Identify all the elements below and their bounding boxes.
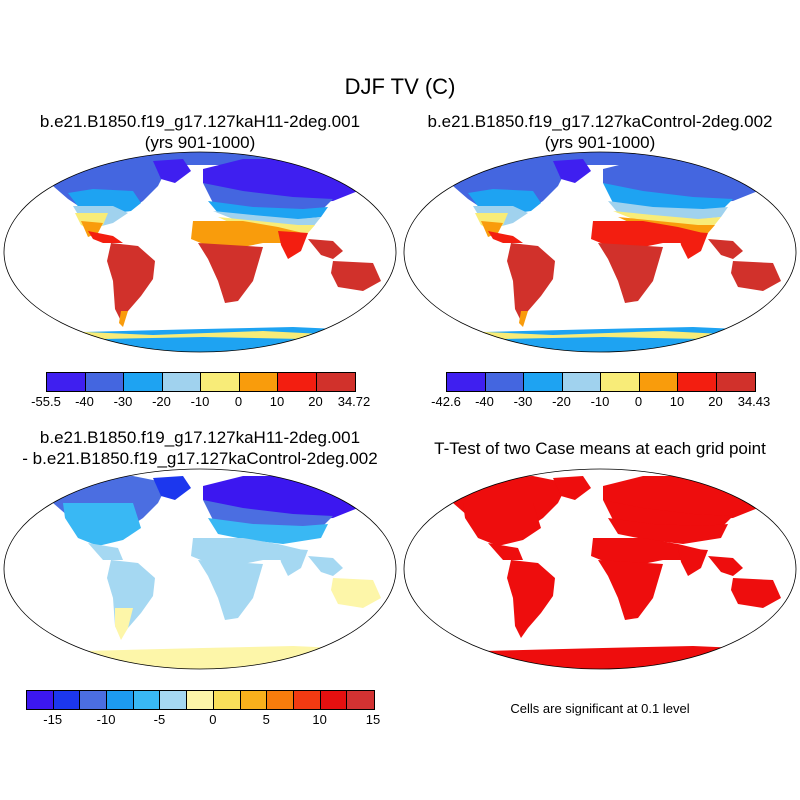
colorbar-label: 15 [365, 712, 381, 727]
map-panel4-fill [443, 476, 783, 669]
colorbar-label: -10 [190, 394, 210, 409]
panel2-title-line2: (yrs 901-1000) [544, 133, 656, 152]
colorbar-label: 34.72 [337, 394, 371, 409]
panel2-title-line1: b.e21.B1850.f19_g17.127kaControl-2deg.00… [427, 112, 773, 131]
colorbar-panel1 [46, 372, 356, 392]
colorbar-label: 5 [262, 712, 270, 727]
colorbar-label: -5 [153, 712, 166, 727]
colorbar-label: -55.5 [31, 394, 61, 409]
colorbar-box [53, 691, 81, 709]
colorbar-box [278, 373, 317, 391]
colorbar-label: 20 [708, 394, 723, 409]
colorbar-box [320, 691, 348, 709]
colorbar-label: 0 [209, 712, 217, 727]
figure-title: DJF TV (C) [344, 74, 456, 99]
colorbar-box [201, 373, 240, 391]
map-panel3 [3, 468, 397, 670]
panel3-title-line2: - b.e21.B1850.f19_g17.127kaControl-2deg.… [22, 449, 378, 468]
colorbar-box [27, 691, 54, 709]
colorbar-box [47, 373, 86, 391]
colorbar-box [124, 373, 163, 391]
map-panel2-fill [443, 152, 783, 352]
colorbar-label: -10 [96, 712, 116, 727]
colorbar-box [80, 691, 108, 709]
panel1-title-line2: (yrs 901-1000) [144, 133, 256, 152]
colorbar-label: -30 [513, 394, 533, 409]
colorbar-box [524, 373, 563, 391]
panel1-title: b.e21.B1850.f19_g17.127kaH11-2deg.001 (y… [0, 111, 400, 153]
map-panel4 [403, 468, 797, 670]
colorbar-box [240, 691, 268, 709]
colorbar-panel3 [26, 690, 375, 710]
colorbar-box [639, 373, 678, 391]
panel3-title: b.e21.B1850.f19_g17.127kaH11-2deg.001 - … [0, 427, 400, 469]
colorbar-box [187, 691, 214, 709]
colorbar-box [267, 691, 294, 709]
colorbar-box [601, 373, 640, 391]
colorbar-label: -10 [590, 394, 610, 409]
colorbar-box [160, 691, 188, 709]
map-panel2 [403, 151, 797, 353]
colorbar-box [447, 373, 486, 391]
colorbar-box [485, 373, 524, 391]
colorbar-box [678, 373, 717, 391]
panel2-title: b.e21.B1850.f19_g17.127kaControl-2deg.00… [400, 111, 800, 153]
colorbar-box [213, 691, 241, 709]
map-panel3-fill [43, 476, 383, 669]
colorbar-label: -42.6 [431, 394, 461, 409]
panel4-title: T-Test of two Case means at each grid po… [400, 438, 800, 459]
colorbar-box [85, 373, 124, 391]
colorbar-label: 0 [634, 394, 643, 409]
colorbar-label: 20 [308, 394, 323, 409]
colorbar-box [347, 691, 374, 709]
colorbar-label: 34.43 [737, 394, 771, 409]
colorbar-label: -30 [113, 394, 133, 409]
map-panel1-fill [43, 152, 383, 352]
panel3-title-line1: b.e21.B1850.f19_g17.127kaH11-2deg.001 [39, 428, 361, 447]
colorbar-box [316, 373, 355, 391]
colorbar-label: 10 [269, 394, 285, 409]
colorbar-label: -40 [475, 394, 494, 409]
colorbar-label: -20 [152, 394, 171, 409]
panel4-title-line1: T-Test of two Case means at each grid po… [434, 439, 766, 458]
significance-footnote: Cells are significant at 0.1 level [510, 701, 690, 716]
colorbar-label: 10 [312, 712, 327, 727]
colorbar-label: -15 [43, 712, 63, 727]
colorbar-box [107, 691, 134, 709]
colorbar-box [133, 691, 161, 709]
colorbar-box [716, 373, 755, 391]
colorbar-box [562, 373, 601, 391]
colorbar-panel2 [446, 372, 756, 392]
colorbar-label: -40 [75, 394, 94, 409]
map-panel1 [3, 151, 397, 353]
panel1-title-line1: b.e21.B1850.f19_g17.127kaH11-2deg.001 [39, 112, 361, 131]
colorbar-box [293, 691, 321, 709]
colorbar-box [162, 373, 201, 391]
colorbar-label: 10 [669, 394, 685, 409]
colorbar-label: -20 [552, 394, 571, 409]
colorbar-box [239, 373, 278, 391]
colorbar-label: 0 [234, 394, 243, 409]
